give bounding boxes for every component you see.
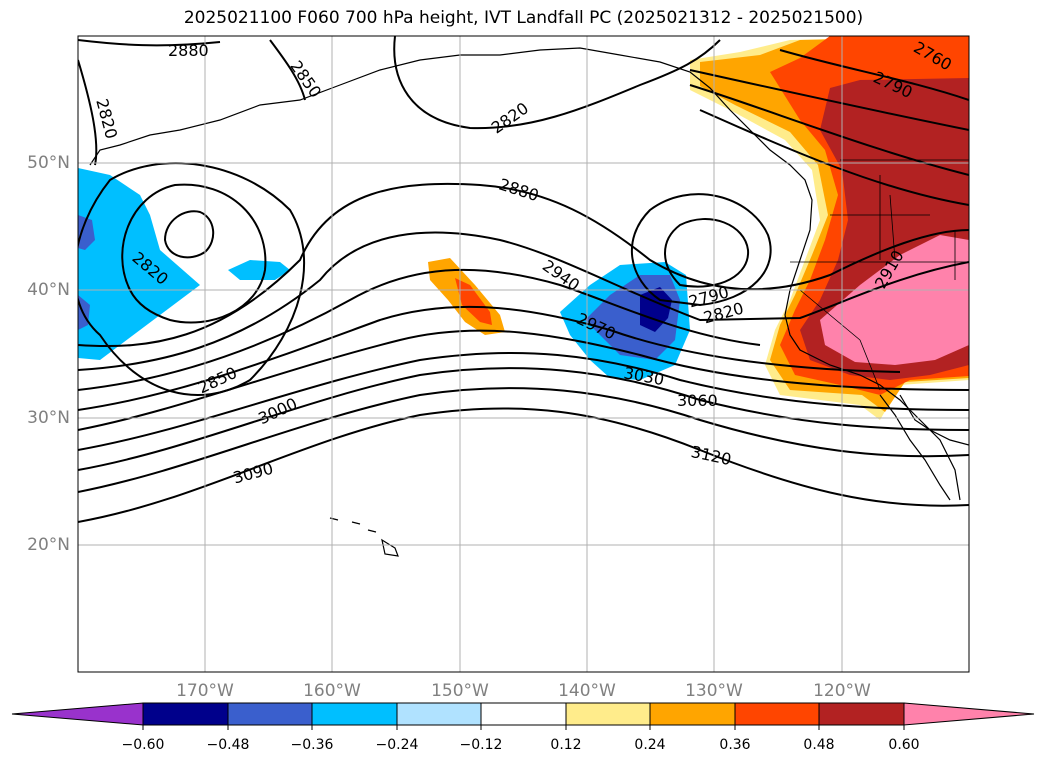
- contour-2820: [121, 183, 267, 324]
- map-frame: [77, 35, 970, 673]
- colorbar-tick-label: −0.60: [121, 737, 165, 753]
- colorbar-tick-label: 0.12: [550, 737, 582, 753]
- contour-3060: [78, 367, 969, 471]
- lon-label-170w: 170°W: [176, 681, 234, 701]
- contour-label: 2850: [286, 57, 325, 101]
- colorbar-tick-label: 0.60: [888, 737, 920, 753]
- contour-label: 2880: [168, 41, 209, 60]
- lat-label-30n: 30°N: [27, 408, 70, 428]
- colorbar-tick-label: −0.24: [375, 737, 419, 753]
- contour-3120: [78, 407, 969, 523]
- filled-shading: [78, 36, 969, 420]
- lon-label-160w: 160°W: [303, 681, 361, 701]
- hawaii-islands: [329, 517, 399, 557]
- colorbar-tick-label: 0.24: [634, 737, 666, 753]
- lon-label-140w: 140°W: [558, 681, 616, 701]
- contour-low-inner: [163, 210, 215, 259]
- lat-label-50n: 50°N: [27, 153, 70, 173]
- colorbar: [11, 702, 1035, 726]
- contour-2880: [78, 182, 969, 348]
- contour-2790-ne: [689, 69, 969, 131]
- contour-label: 2820: [92, 97, 121, 141]
- contour-2940: [78, 268, 761, 391]
- neg-shade-small: [228, 260, 290, 280]
- contour-2820-ne: [689, 84, 969, 176]
- coastlines: [89, 47, 969, 557]
- contour-label: 3090: [231, 459, 275, 488]
- colorbar-extend-left: [11, 702, 144, 726]
- gridlines: [78, 36, 969, 672]
- gulf-coast: [899, 394, 969, 446]
- neg-shade-west-light: [78, 168, 200, 360]
- contour-low-east-inner: [664, 218, 750, 288]
- contour-low-east-outer: [631, 193, 772, 307]
- contour-label: 3120: [689, 442, 733, 469]
- contour-2820-north: [78, 36, 721, 166]
- contour-label: 3060: [677, 391, 718, 410]
- lat-label-40n: 40°N: [27, 280, 70, 300]
- colorbar-tick-label: −0.36: [290, 737, 334, 753]
- colorbar-extend-right: [903, 702, 1035, 726]
- lon-label-130w: 130°W: [685, 681, 743, 701]
- height-contours: [78, 36, 969, 523]
- alaska-coast: [89, 47, 961, 501]
- colorbar-tick-label: −0.12: [459, 737, 503, 753]
- neg-shade-west-dark: [78, 215, 95, 250]
- contour-2760: [779, 49, 969, 101]
- contour-2880-north: [78, 39, 221, 47]
- colorbar-tick-label: −0.48: [206, 737, 250, 753]
- contour-2850-ne: [699, 109, 969, 206]
- contour-label: 2880: [497, 175, 542, 206]
- contour-2970: [78, 305, 901, 411]
- lon-label-120w: 120°W: [813, 681, 871, 701]
- contour-3030: [78, 351, 969, 451]
- colorbar-tick-label: 0.48: [803, 737, 835, 753]
- contour-2910: [78, 231, 969, 371]
- colorbar-ticks: [142, 725, 905, 730]
- contour-3090: [78, 387, 969, 493]
- map-title: 2025021100 F060 700 hPa height, IVT Land…: [183, 8, 864, 28]
- contour-2850-north: [269, 39, 306, 101]
- contour-label: 3000: [255, 394, 300, 428]
- lon-label-150w: 150°W: [431, 681, 489, 701]
- colorbar-tick-label: 0.36: [719, 737, 751, 753]
- baja-coast: [879, 394, 951, 501]
- pos-shade-east-pink: [820, 235, 969, 365]
- state-borders: [790, 159, 969, 391]
- contour-label: 2820: [488, 99, 532, 138]
- lat-label-20n: 20°N: [27, 535, 70, 555]
